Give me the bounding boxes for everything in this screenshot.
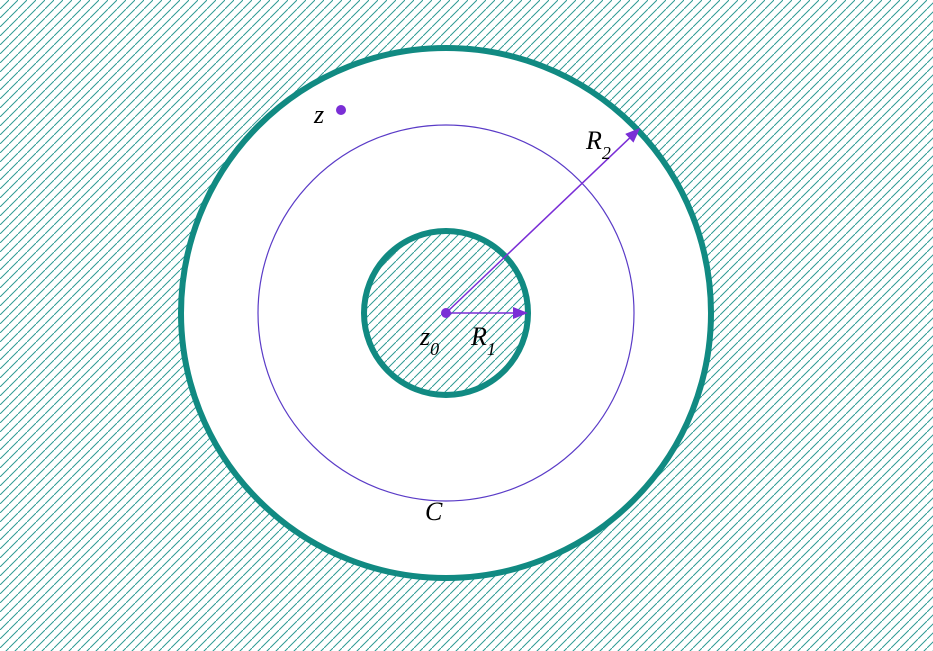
z-point xyxy=(336,105,346,115)
annulus-diagram xyxy=(0,0,933,651)
label-z0: z0 xyxy=(420,322,439,356)
center-point xyxy=(441,308,451,318)
label-c: C xyxy=(425,497,442,527)
label-z: z xyxy=(314,100,324,130)
diagram-svg xyxy=(0,0,933,651)
label-r2: R2 xyxy=(586,126,611,160)
label-r1: R1 xyxy=(471,322,496,356)
